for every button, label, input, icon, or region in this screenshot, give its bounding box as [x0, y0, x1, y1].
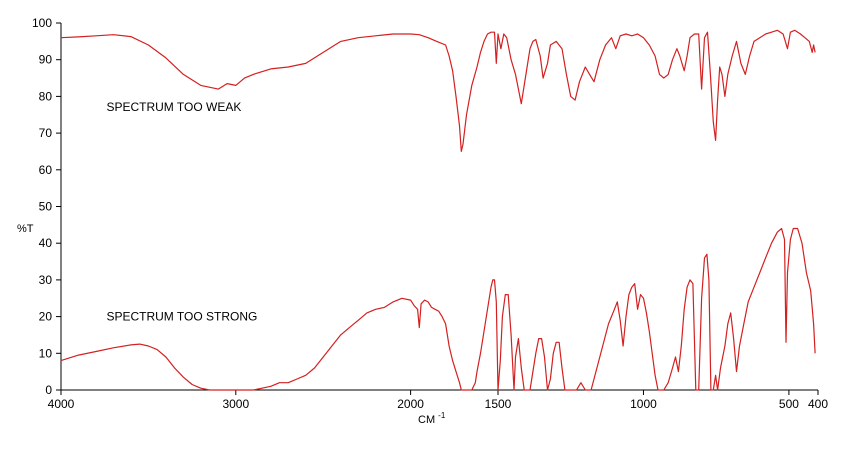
x-tick-label: 500: [779, 397, 799, 411]
x-tick-label: 2000: [397, 397, 424, 411]
spectrum-weak-line: [60, 29, 816, 152]
y-axis-title: %T: [17, 223, 34, 235]
y-tick-label: 60: [39, 163, 53, 177]
x-tick-label: 4000: [48, 397, 75, 411]
x-axis-title: CM -1: [418, 411, 446, 426]
y-tick-label: 40: [39, 236, 53, 250]
y-tick-label: 50: [39, 200, 53, 214]
y-tick-label: 30: [39, 273, 53, 287]
x-tick-label: 1000: [630, 397, 657, 411]
annotation-too-strong: SPECTRUM TOO STRONG: [106, 309, 257, 323]
x-axis: 4000 3000 2000 1500 1000 500 400: [48, 390, 828, 411]
annotation-layer: SPECTRUM TOO WEAK SPECTRUM TOO STRONG: [106, 100, 257, 323]
y-tick-label: 70: [39, 126, 53, 140]
x-tick-label: 1500: [485, 397, 512, 411]
y-tick-label: 100: [32, 16, 52, 30]
series-layer: [60, 29, 816, 391]
y-tick-label: 20: [39, 310, 53, 324]
annotation-too-weak: SPECTRUM TOO WEAK: [106, 100, 241, 114]
y-axis: 0 10 20 30 40 50 60 70 80 90 100: [32, 16, 61, 397]
x-axis-title-superscript: -1: [438, 411, 446, 420]
y-tick-label: 10: [39, 346, 53, 360]
spectrum-strong-line: [60, 227, 816, 391]
y-tick-label: 0: [45, 383, 52, 397]
plot-frame: [60, 23, 818, 391]
y-tick-label: 80: [39, 89, 53, 103]
x-tick-label: 400: [808, 397, 828, 411]
x-tick-label: 3000: [222, 397, 249, 411]
x-axis-title-main: CM: [418, 414, 435, 426]
y-tick-label: 90: [39, 53, 53, 67]
